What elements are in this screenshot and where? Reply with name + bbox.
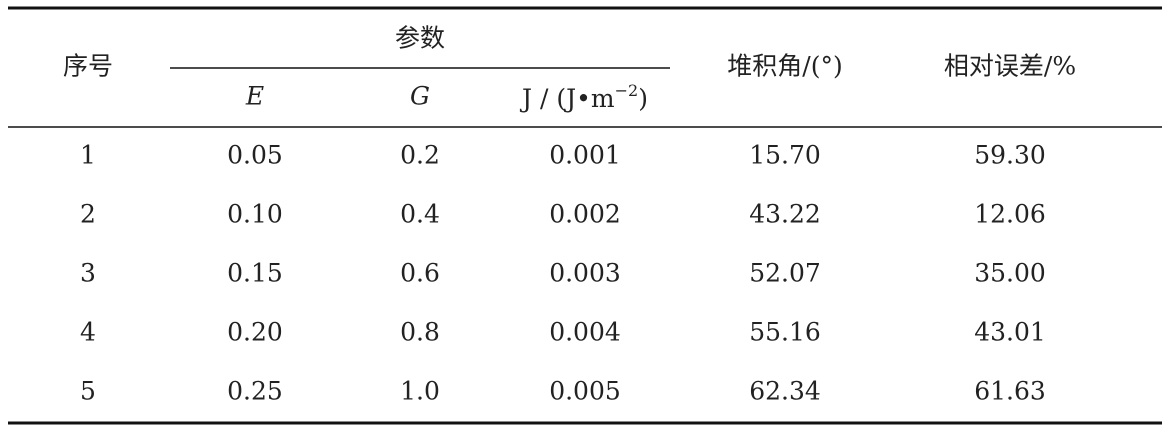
cell: 35.00 <box>974 259 1046 288</box>
header-cell: J / (J•m−2) <box>519 81 648 113</box>
cell: 12.06 <box>974 200 1046 229</box>
cell: 55.16 <box>749 318 821 347</box>
cell: 4 <box>80 318 96 347</box>
cell: 0.25 <box>227 377 283 406</box>
header-cell: 相对误差/% <box>944 52 1076 81</box>
cell: 52.07 <box>749 259 821 288</box>
cell: 2 <box>80 200 96 229</box>
header-cell: 序号 <box>63 52 113 81</box>
cell: 0.003 <box>549 259 621 288</box>
cell: 0.004 <box>549 318 621 347</box>
header-cell: E <box>245 82 264 111</box>
cell: 0.2 <box>400 141 440 170</box>
cell: 5 <box>80 377 96 406</box>
cell: 1 <box>80 141 96 170</box>
cell: 0.001 <box>549 141 621 170</box>
header-group: 参数 <box>395 24 445 53</box>
cell: 43.01 <box>974 318 1046 347</box>
cell: 0.20 <box>227 318 283 347</box>
cell: 15.70 <box>749 141 821 170</box>
cell: 43.22 <box>749 200 821 229</box>
cell: 59.30 <box>974 141 1046 170</box>
header-superscript: −2 <box>615 81 639 100</box>
cell: 0.6 <box>400 259 440 288</box>
header-cell: 堆积角/(°) <box>727 52 842 81</box>
cell: 3 <box>80 259 96 288</box>
header-cell: G <box>410 82 430 111</box>
cell: 0.05 <box>227 141 283 170</box>
cell: 0.002 <box>549 200 621 229</box>
cell: 0.10 <box>227 200 283 229</box>
cell: 61.63 <box>974 377 1046 406</box>
cell: 0.8 <box>400 318 440 347</box>
cell: 0.15 <box>227 259 283 288</box>
header-text: ) <box>638 84 648 113</box>
cell: 0.4 <box>400 200 440 229</box>
header-text: J / (J•m <box>519 84 615 113</box>
cell: 0.005 <box>549 377 621 406</box>
cell: 62.34 <box>749 377 821 406</box>
cell: 1.0 <box>400 377 440 406</box>
